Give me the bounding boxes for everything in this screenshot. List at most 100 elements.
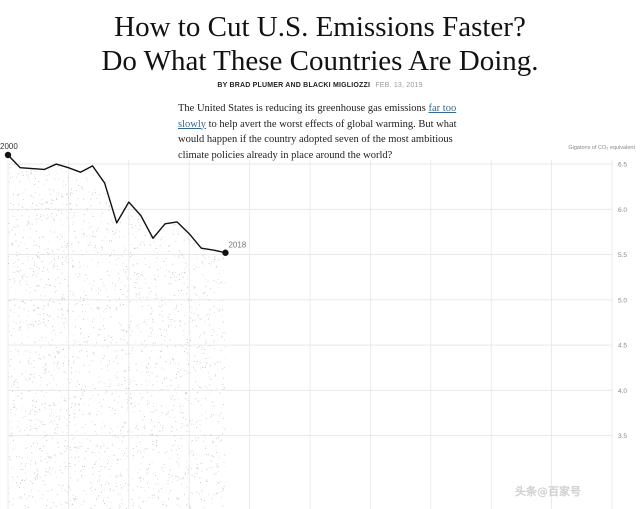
stipple-dot [201, 273, 203, 275]
stipple-dot [176, 449, 178, 451]
stipple-dot [40, 390, 42, 392]
stipple-dot [62, 314, 64, 316]
stipple-dot [117, 377, 118, 378]
stipple-dot [199, 477, 201, 479]
stipple-dot [139, 477, 141, 479]
stipple-dot [211, 187, 213, 189]
stipple-dot [42, 167, 44, 169]
stipple-dot [207, 198, 209, 200]
stipple-dot [8, 360, 10, 362]
endpoint-marker-2000 [4, 151, 12, 159]
stipple-dot [182, 293, 184, 295]
stipple-dot [47, 304, 49, 306]
stipple-dot [59, 351, 61, 353]
stipple-dot [33, 170, 35, 172]
stipple-dot [71, 504, 73, 506]
stipple-dot [48, 208, 49, 210]
stipple-dot [200, 490, 202, 492]
stipple-dot [78, 341, 80, 343]
stipple-dot [22, 417, 24, 419]
stipple-dot [175, 388, 177, 390]
stipple-dot [147, 487, 149, 488]
stipple-dot [171, 398, 172, 400]
stipple-dot [183, 272, 185, 274]
stipple-dot [42, 155, 44, 157]
stipple-dot [137, 247, 139, 249]
stipple-dot [205, 446, 207, 447]
stipple-dot [31, 452, 33, 454]
stipple-dot [26, 463, 27, 464]
stipple-dot [81, 160, 83, 161]
stipple-dot [102, 346, 104, 348]
stipple-dot [91, 192, 93, 194]
stipple-dot [110, 488, 112, 490]
stipple-dot [208, 318, 209, 320]
stipple-dot [86, 251, 87, 253]
stipple-dot [70, 194, 71, 196]
stipple-dot [74, 231, 75, 232]
stipple-dot [139, 469, 141, 470]
stipple-dot [113, 233, 115, 235]
stipple-dot [210, 460, 212, 462]
stipple-dot [172, 184, 174, 186]
stipple-dot [123, 370, 125, 372]
stipple-dot [144, 187, 145, 189]
stipple-dot [45, 370, 46, 372]
stipple-dot [50, 298, 51, 299]
stipple-dot [161, 335, 162, 336]
stipple-dot [96, 414, 98, 416]
stipple-dot [144, 321, 146, 323]
stipple-dot [69, 463, 71, 464]
stipple-dot [47, 499, 49, 501]
stipple-dot [205, 398, 206, 399]
stipple-dot [64, 445, 66, 447]
stipple-dot [185, 466, 187, 468]
stipple-dot [82, 468, 84, 470]
stipple-dot [223, 269, 225, 271]
stipple-dot [95, 433, 97, 435]
far-too-slowly-link[interactable]: far too slowly [178, 103, 457, 130]
stipple-dot [158, 328, 160, 330]
stipple-dot [62, 362, 64, 364]
stipple-dot [178, 458, 180, 460]
stipple-dot [132, 478, 133, 479]
stipple-dot [39, 346, 41, 348]
stipple-dot [83, 213, 85, 215]
stipple-dot [103, 383, 105, 385]
stipple-dot [98, 402, 100, 403]
stipple-dot [134, 287, 136, 288]
stipple-dot [86, 438, 88, 440]
stipple-dot [217, 239, 219, 241]
stipple-dot [137, 324, 139, 326]
stipple-dot [221, 336, 223, 338]
stipple-dot [53, 330, 55, 331]
stipple-dot [52, 252, 53, 253]
stipple-dot [87, 207, 89, 209]
stipple-dot [210, 287, 211, 289]
stipple-dot [25, 379, 27, 381]
stipple-dot [179, 325, 181, 327]
stipple-dot [25, 157, 27, 159]
stipple-dot [112, 407, 114, 409]
stipple-dot [105, 339, 107, 340]
stipple-dot [103, 311, 105, 313]
stipple-dot [69, 203, 71, 205]
stipple-dot [55, 208, 57, 210]
stipple-dot [57, 361, 59, 363]
stipple-dot [133, 411, 135, 413]
stipple-dot [13, 407, 15, 408]
stipple-dot [93, 352, 95, 354]
stipple-dot [144, 427, 146, 429]
stipple-dot [83, 236, 84, 238]
stipple-dot [218, 436, 219, 438]
stipple-dot [45, 337, 47, 339]
stipple-dot [140, 487, 142, 489]
stipple-dot [133, 264, 135, 265]
stipple-dot [153, 213, 154, 215]
stipple-dot [219, 361, 221, 363]
stipple-dot [152, 497, 154, 499]
stipple-dot [202, 255, 204, 257]
stipple-dot [88, 227, 90, 229]
stipple-dot [134, 160, 136, 162]
stipple-dot [191, 419, 193, 421]
